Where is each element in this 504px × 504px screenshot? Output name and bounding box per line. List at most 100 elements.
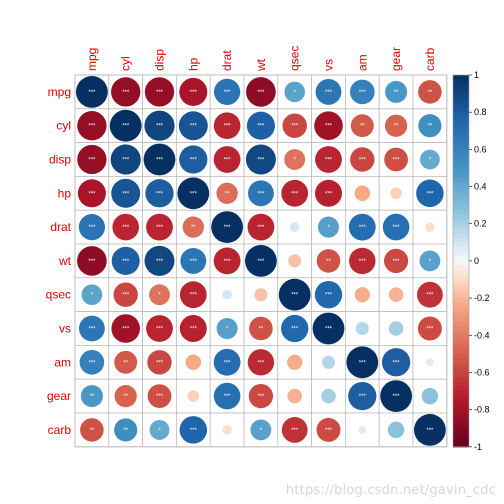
colorbar-segment: [453, 432, 469, 439]
corr-circle-mpg-vs: [315, 78, 342, 105]
sig-label-cyl-disp: ***: [156, 124, 164, 130]
sig-label-gear-drat: ***: [224, 394, 232, 400]
corr-circle-hp-carb: [416, 179, 444, 208]
colorbar-segment: [453, 279, 469, 285]
colorbar-segment: [453, 135, 469, 141]
sig-label-am-disp: ***: [156, 360, 164, 366]
corr-circle-qsec-cyl: [113, 282, 138, 307]
row-label-drat: drat: [50, 220, 71, 234]
colorbar-segment: [453, 237, 469, 243]
corr-circle-gear-drat: [213, 382, 241, 410]
corr-circle-mpg-qsec: [284, 81, 306, 103]
colorbar-segment: [453, 251, 469, 257]
corr-circle-am-mpg: [79, 349, 105, 375]
sig-label-wt-mpg: ***: [88, 259, 96, 265]
corr-circle-qsec-gear: [388, 287, 404, 302]
corr-circle-drat-vs: [317, 216, 340, 238]
corr-circle-carb-carb: [414, 414, 446, 446]
corr-circle-wt-carb: [419, 250, 441, 272]
sig-label-wt-disp: ***: [156, 259, 164, 265]
correlation-cells: *** *** *** *** *** *** * *** *** ** ***** *** *** **…: [74, 74, 448, 448]
colorbar-segment: [453, 121, 469, 127]
sig-label-vs-drat: *: [226, 327, 229, 333]
sig-label-wt-hp: ***: [190, 259, 198, 265]
corr-circle-cyl-qsec: [282, 113, 307, 138]
sig-label-cyl-qsec: ***: [291, 124, 299, 130]
corr-circle-wt-wt: [245, 245, 277, 277]
sig-label-carb-qsec: ***: [291, 428, 299, 434]
sig-label-qsec-mpg: *: [91, 293, 94, 299]
colorbar-segment: [453, 205, 469, 211]
sig-label-disp-am: ***: [359, 158, 367, 164]
colorbar-segment: [453, 167, 469, 174]
corr-circle-carb-am: [358, 426, 367, 434]
colorbar-segment: [453, 172, 469, 178]
sig-label-hp-drat: **: [225, 191, 230, 197]
sig-label-wt-vs: **: [326, 259, 331, 265]
sig-label-mpg-drat: ***: [224, 90, 232, 96]
sig-label-vs-wt: **: [259, 327, 264, 333]
colorbar-tick-label: 0.8: [474, 107, 487, 117]
colorbar-segment: [453, 386, 469, 392]
corr-circle-hp-drat: [216, 182, 238, 204]
sig-label-drat-am: ***: [359, 225, 367, 231]
colorbar-segment: [453, 228, 469, 234]
colorbar-segment: [453, 400, 469, 406]
colorbar-segment: [453, 409, 469, 415]
sig-label-vs-carb: ***: [426, 327, 434, 333]
corr-circle-carb-hp: [179, 416, 208, 444]
colorbar-segment: [453, 344, 469, 350]
colorbar-segment: [453, 195, 469, 202]
corr-circle-cyl-carb: [418, 114, 442, 138]
colorbar-segment: [453, 423, 469, 429]
sig-label-drat-wt: ***: [257, 225, 265, 231]
corr-circle-hp-hp: [177, 177, 210, 210]
sig-label-qsec-cyl: ***: [122, 293, 130, 299]
corr-circle-mpg-mpg: [76, 76, 108, 108]
colorbar-segment: [453, 418, 469, 425]
sig-label-mpg-qsec: *: [294, 90, 297, 96]
colorbar-segment: [453, 214, 469, 220]
sig-label-carb-cyl: **: [123, 428, 128, 434]
colorbar-segment: [453, 260, 469, 267]
colorbar-segment: [453, 442, 469, 448]
colorbar-segment: [453, 358, 469, 364]
colorbar-segment: [453, 75, 469, 81]
colorbar-tick-label: 1: [474, 70, 479, 80]
sig-label-drat-hp: **: [191, 225, 196, 231]
colorbar-segment: [453, 302, 469, 308]
sig-label-hp-hp: ***: [190, 191, 198, 197]
sig-label-hp-carb: ***: [426, 191, 434, 197]
sig-label-qsec-hp: ***: [190, 293, 198, 299]
corr-circle-vs-vs: [312, 312, 345, 345]
corr-circle-cyl-wt: [246, 111, 275, 140]
col-label-gear: gear: [389, 47, 403, 71]
corr-circle-drat-gear: [382, 213, 410, 241]
corr-circle-wt-disp: [144, 245, 175, 276]
sig-label-am-cyl: **: [123, 360, 128, 366]
corr-circle-gear-am: [348, 381, 377, 411]
colorbar-segment: [453, 307, 469, 313]
corr-circle-vs-am: [355, 321, 369, 336]
sig-label-cyl-gear: **: [394, 124, 399, 130]
sig-label-qsec-disp: *: [158, 293, 161, 299]
sig-label-hp-disp: ***: [156, 191, 164, 197]
row-label-hp: hp: [58, 186, 72, 200]
sig-label-cyl-mpg: ***: [88, 124, 96, 130]
corr-circle-cyl-mpg: [77, 111, 107, 141]
corr-circle-am-disp: [147, 350, 172, 375]
sig-label-vs-qsec: ***: [291, 327, 299, 333]
colorbar-segment: [453, 107, 469, 113]
sig-label-wt-drat: ***: [224, 259, 232, 265]
sig-label-hp-cyl: ***: [122, 191, 130, 197]
corr-circle-mpg-hp: [179, 77, 208, 106]
colorbar-segment: [453, 284, 469, 290]
colorbar-tick-label: -0.4: [474, 330, 490, 340]
corr-circle-cyl-gear: [384, 114, 408, 137]
corr-circle-am-carb: [426, 358, 434, 367]
corr-circle-cyl-vs: [314, 111, 343, 141]
row-label-qsec: qsec: [46, 288, 71, 302]
colorbar-segment: [453, 112, 469, 118]
corr-circle-qsec-carb: [416, 281, 443, 308]
sig-label-disp-cyl: ***: [122, 158, 130, 164]
